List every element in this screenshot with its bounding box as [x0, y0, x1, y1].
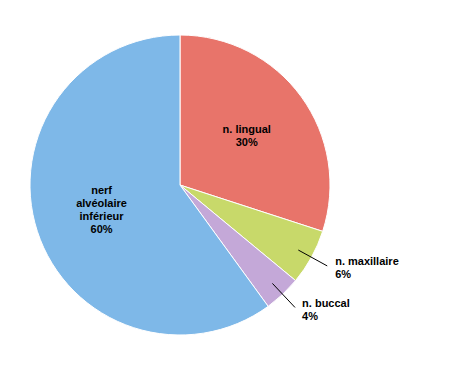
chart-svg: n. lingual30% n. maxillaire6% n. buccal4% n… — [0, 0, 475, 371]
slice-label: n. buccal — [302, 297, 350, 309]
slice-label-line: alvéolaire — [76, 197, 127, 209]
data-label: 6% — [335, 268, 351, 280]
slice-label-line: n. buccal — [302, 297, 350, 309]
slice-label: n. lingual — [223, 123, 271, 135]
slice-label-line: nerf — [91, 184, 112, 196]
slice-label: n. maxillaire — [335, 255, 399, 267]
slice-label-line: n. maxillaire — [335, 255, 399, 267]
slice-label-line: inférieur — [80, 210, 125, 222]
data-label: 30% — [236, 136, 258, 148]
leader-line — [272, 283, 295, 307]
slice-label-line: n. lingual — [223, 123, 271, 135]
pie — [30, 35, 330, 335]
data-label: 60% — [91, 223, 113, 235]
pie-slice — [30, 35, 268, 335]
leader-line — [298, 250, 327, 266]
labels: n. lingual30% n. maxillaire6% n. buccal4% n… — [76, 123, 399, 322]
chart-container: n. lingual30% n. maxillaire6% n. buccal4% n… — [0, 0, 475, 371]
data-label: 4% — [302, 310, 318, 322]
slice-label: nerfalvéolaireinférieur — [76, 184, 127, 222]
